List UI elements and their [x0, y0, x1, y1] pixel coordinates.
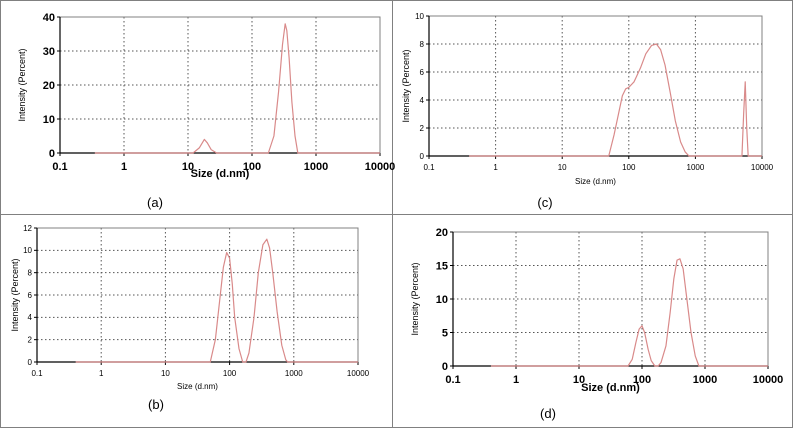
series-line — [94, 23, 380, 154]
y-tick-label: 15 — [436, 260, 448, 272]
x-tick-label: 0.1 — [31, 369, 43, 378]
series-line — [75, 238, 358, 363]
plot-frame — [428, 15, 763, 157]
y-tick-label: 4 — [420, 96, 425, 105]
x-tick-label: 100 — [633, 374, 651, 386]
y-tick-label: 8 — [420, 40, 425, 49]
y-tick-label: 30 — [43, 46, 55, 58]
panel-caption: (a) — [147, 195, 163, 210]
x-tick-label: 100 — [243, 161, 261, 173]
x-tick-label: 0.1 — [445, 374, 460, 386]
x-tick-label: 1 — [121, 161, 127, 173]
x-axis-label: Size (d.nm) — [575, 177, 616, 186]
y-tick-label: 0 — [420, 152, 425, 161]
y-tick-label: 20 — [436, 227, 448, 239]
y-tick-label: 2 — [28, 335, 33, 344]
y-tick-label: 6 — [420, 68, 425, 77]
y-tick-label: 5 — [442, 327, 448, 339]
panel-caption: (c) — [537, 195, 552, 210]
y-tick-label: 6 — [28, 291, 33, 300]
x-tick-label: 1000 — [304, 161, 328, 173]
x-tick-label: 0.1 — [52, 161, 67, 173]
x-tick-label: 100 — [622, 163, 636, 172]
x-tick-label: 10 — [573, 374, 585, 386]
y-axis-label: Intensity (Percent) — [401, 49, 411, 122]
y-tick-label: 12 — [23, 224, 32, 233]
x-tick-label: 10 — [182, 161, 194, 173]
chart-b: 0.1 1 10 100 1000 10000 0 2 4 6 8 10 12 Size (d.nm) In… — [10, 224, 370, 412]
y-tick-label: 0 — [442, 361, 448, 373]
chart-a: 0.1 1 10 100 1000 10000 0 10 20 30 40 Size (d.nm) In… — [17, 12, 395, 210]
x-tick-label: 1 — [493, 163, 498, 172]
series-line — [469, 43, 762, 157]
y-axis-label: Intensity (Percent) — [10, 258, 20, 331]
y-tick-label: 20 — [43, 80, 55, 92]
x-tick-label: 1000 — [687, 163, 705, 172]
x-tick-label: 1000 — [693, 374, 717, 386]
x-axis-label: Size (d.nm) — [177, 382, 218, 391]
y-tick-label: 4 — [28, 313, 33, 322]
x-tick-label: 10000 — [753, 374, 784, 386]
y-tick-label: 10 — [43, 114, 55, 126]
panel-caption: (d) — [540, 406, 556, 421]
y-tick-label: 10 — [415, 12, 424, 21]
x-tick-label: 10 — [161, 369, 170, 378]
y-tick-label: 10 — [23, 246, 32, 255]
x-tick-label: 1000 — [285, 369, 303, 378]
x-tick-label: 1 — [99, 369, 104, 378]
chart-d: 0.1 1 10 100 1000 10000 0 5 10 15 20 Size (d.nm) Int… — [410, 227, 783, 421]
x-tick-label: 10 — [558, 163, 567, 172]
y-tick-label: 0 — [49, 148, 55, 160]
y-tick-label: 8 — [28, 268, 33, 277]
y-tick-label: 40 — [43, 12, 55, 24]
x-axis-label: Size (d.nm) — [581, 382, 640, 394]
x-tick-label: 0.1 — [423, 163, 435, 172]
x-tick-label: 10000 — [347, 369, 370, 378]
series-line — [490, 258, 768, 367]
x-tick-label: 10000 — [365, 161, 396, 173]
x-tick-label: 10000 — [751, 163, 774, 172]
x-tick-label: 1 — [513, 374, 519, 386]
x-axis-label: Size (d.nm) — [191, 168, 250, 180]
y-tick-label: 2 — [420, 124, 425, 133]
x-tick-label: 100 — [223, 369, 237, 378]
y-axis-label: Intensity (Percent) — [410, 262, 420, 335]
y-tick-label: 0 — [28, 358, 33, 367]
chart-c: 0.1 1 10 100 1000 10000 0 2 4 6 8 10 Size (d.nm) Inte… — [401, 12, 774, 210]
y-axis-label: Intensity (Percent) — [17, 48, 27, 121]
panel-caption: (b) — [148, 397, 164, 412]
y-tick-label: 10 — [436, 294, 448, 306]
